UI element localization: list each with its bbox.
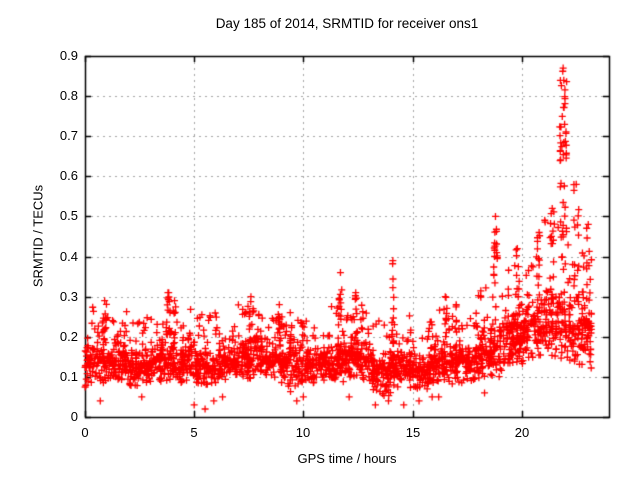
y-tick-label: 0.7	[59, 128, 78, 143]
x-tick-label: 0	[81, 425, 89, 440]
y-tick-label: 0.1	[59, 369, 78, 384]
y-tick-label: 0.6	[59, 168, 78, 183]
y-tick-label: 0.5	[59, 208, 78, 223]
y-tick-label: 0.2	[59, 329, 78, 344]
y-tick-label: 0.3	[59, 289, 78, 304]
y-axis-label: SRMTID / TECUs	[30, 184, 46, 288]
x-tick-label: 5	[190, 425, 198, 440]
y-tick-label: 0.9	[59, 48, 78, 63]
x-tick-label: 10	[295, 425, 311, 440]
x-tick-label: 20	[514, 425, 530, 440]
y-tick-label: 0.4	[59, 249, 78, 264]
x-tick-label: 15	[405, 425, 421, 440]
chart-title: Day 185 of 2014, SRMTID for receiver ons…	[215, 16, 479, 31]
x-axis-label: GPS time / hours	[297, 451, 397, 466]
y-tick-label: 0	[70, 409, 78, 424]
y-tick-label: 0.8	[59, 88, 78, 103]
